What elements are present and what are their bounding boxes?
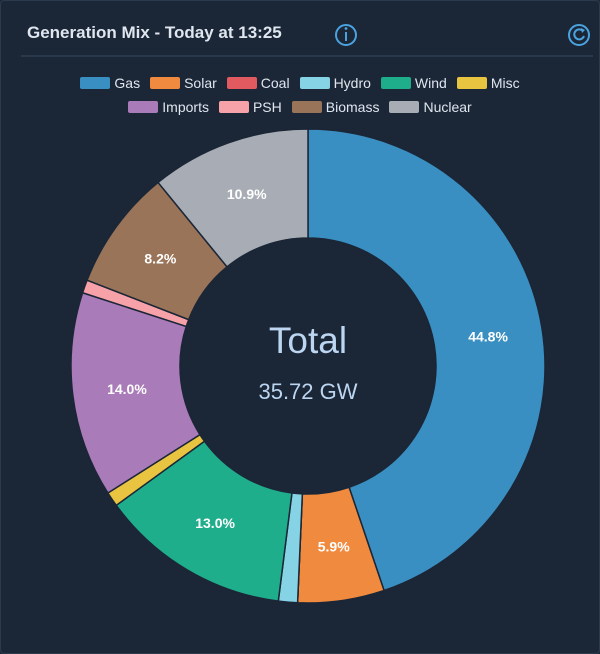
legend-label: Biomass (325, 99, 380, 115)
chart-title: Generation Mix - Today at 13:25 (27, 23, 282, 42)
legend-item[interactable]: Solar (150, 75, 217, 91)
legend-item[interactable]: Wind (380, 75, 447, 91)
data-label: 13.0% (195, 515, 235, 531)
slice (157, 128, 309, 268)
legend-item[interactable]: Coal (226, 75, 290, 91)
legend-label: PSH (252, 99, 282, 115)
legend-swatch (80, 77, 111, 89)
legend-swatch (128, 101, 159, 113)
legend-item[interactable]: Misc (456, 75, 520, 91)
slice (307, 128, 546, 592)
center-value: 35.72 GW (258, 379, 357, 404)
legend-item[interactable]: Hydro (299, 75, 371, 91)
refresh-icon[interactable] (568, 24, 590, 46)
legend-swatch (389, 101, 420, 113)
legend-label: Wind (414, 75, 447, 91)
center-title: Total (269, 320, 347, 361)
legend: Gas Solar Coal Hydro Wind Misc Imports PSH Bioma… (1, 71, 599, 119)
legend-row: Imports PSH Biomass Nuclear (1, 95, 599, 119)
legend-label: Hydro (333, 75, 371, 91)
legend-item[interactable]: Gas (80, 75, 140, 91)
info-icon[interactable] (335, 24, 357, 46)
data-label: 44.8% (468, 328, 508, 344)
legend-label: Gas (114, 75, 141, 91)
slice (70, 291, 201, 495)
data-label: 14.0% (107, 381, 147, 397)
legend-swatch (226, 77, 257, 89)
legend-swatch (299, 77, 330, 89)
legend-swatch (150, 77, 181, 89)
data-label: 8.2% (144, 251, 176, 267)
legend-swatch (456, 77, 487, 89)
data-label: 5.9% (318, 539, 350, 555)
legend-row: Gas Solar Coal Hydro Wind Misc (1, 71, 599, 95)
legend-label: Misc (490, 75, 520, 91)
legend-swatch (291, 101, 322, 113)
legend-item[interactable]: Nuclear (389, 99, 472, 115)
legend-item[interactable]: Imports (128, 99, 209, 115)
legend-label: Nuclear (423, 99, 472, 115)
legend-item[interactable]: Biomass (291, 99, 380, 115)
legend-swatch (380, 77, 411, 89)
legend-label: Coal (260, 75, 290, 91)
legend-swatch (218, 101, 249, 113)
legend-label: Solar (184, 75, 217, 91)
legend-label: Imports (162, 99, 209, 115)
legend-item[interactable]: PSH (218, 99, 282, 115)
data-label: 10.9% (227, 186, 267, 202)
